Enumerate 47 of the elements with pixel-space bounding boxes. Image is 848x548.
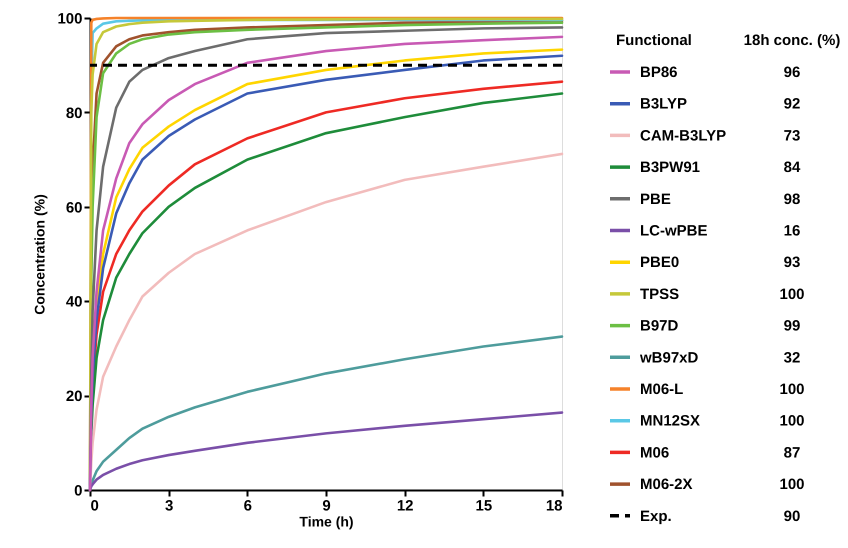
- text: 18h conc. (%): [744, 32, 840, 49]
- y-tick-label: 100: [57, 10, 82, 28]
- legend-label: Exp.: [640, 508, 672, 525]
- legend-label: MN12SX: [640, 412, 700, 430]
- y-tick-label: 20: [66, 388, 82, 406]
- legend-label: B3LYP: [640, 96, 687, 113]
- text: 100: [779, 412, 805, 430]
- x-tick-label: 3: [164, 498, 174, 514]
- x-tick-label: 6: [244, 498, 252, 514]
- text: 73: [784, 127, 800, 144]
- text: 98: [784, 190, 800, 208]
- text: 84: [784, 159, 801, 176]
- y-axis-title: Concentration (%): [31, 194, 48, 315]
- y-tick-label: 0: [74, 482, 82, 500]
- x-tick-label: 9: [322, 498, 331, 514]
- legend-label: CAM-B3LYP: [640, 127, 726, 144]
- legend-label: M06: [640, 444, 670, 462]
- y-tick-label: 60: [66, 199, 82, 216]
- legend-label: BP86: [640, 64, 678, 81]
- legend-label: M06-2X: [640, 476, 693, 494]
- text: 92: [784, 96, 800, 113]
- text: 99: [784, 318, 800, 335]
- y-tick-label: 40: [66, 294, 82, 311]
- legend-label: M06-L: [640, 381, 684, 398]
- text: 32: [784, 349, 800, 366]
- text: 16: [784, 222, 800, 240]
- text: 100: [779, 476, 805, 494]
- x-tick-label: 18: [546, 498, 562, 514]
- x-tick-label: 0: [90, 498, 99, 514]
- x-tick-label: 12: [396, 498, 414, 514]
- text: 93: [784, 254, 800, 272]
- legend-label: PBE0: [640, 254, 680, 272]
- legend-label: B3PW91: [640, 159, 700, 176]
- legend-label: LC-wPBE: [640, 222, 708, 240]
- x-tick-label: 15: [475, 498, 492, 514]
- text: 87: [784, 444, 800, 462]
- legend-label: wB97xD: [639, 349, 699, 366]
- x-axis-title: Time (h): [299, 514, 354, 530]
- text: 90: [784, 508, 800, 525]
- y-tick-label: 80: [66, 104, 82, 122]
- text: 100: [779, 286, 805, 303]
- legend-label: PBE: [640, 190, 671, 208]
- legend-label: B97D: [640, 318, 679, 335]
- text: 96: [784, 64, 800, 81]
- legend-label: TPSS: [640, 286, 680, 303]
- legend-title: Functional: [616, 32, 692, 49]
- text: 100: [779, 381, 805, 398]
